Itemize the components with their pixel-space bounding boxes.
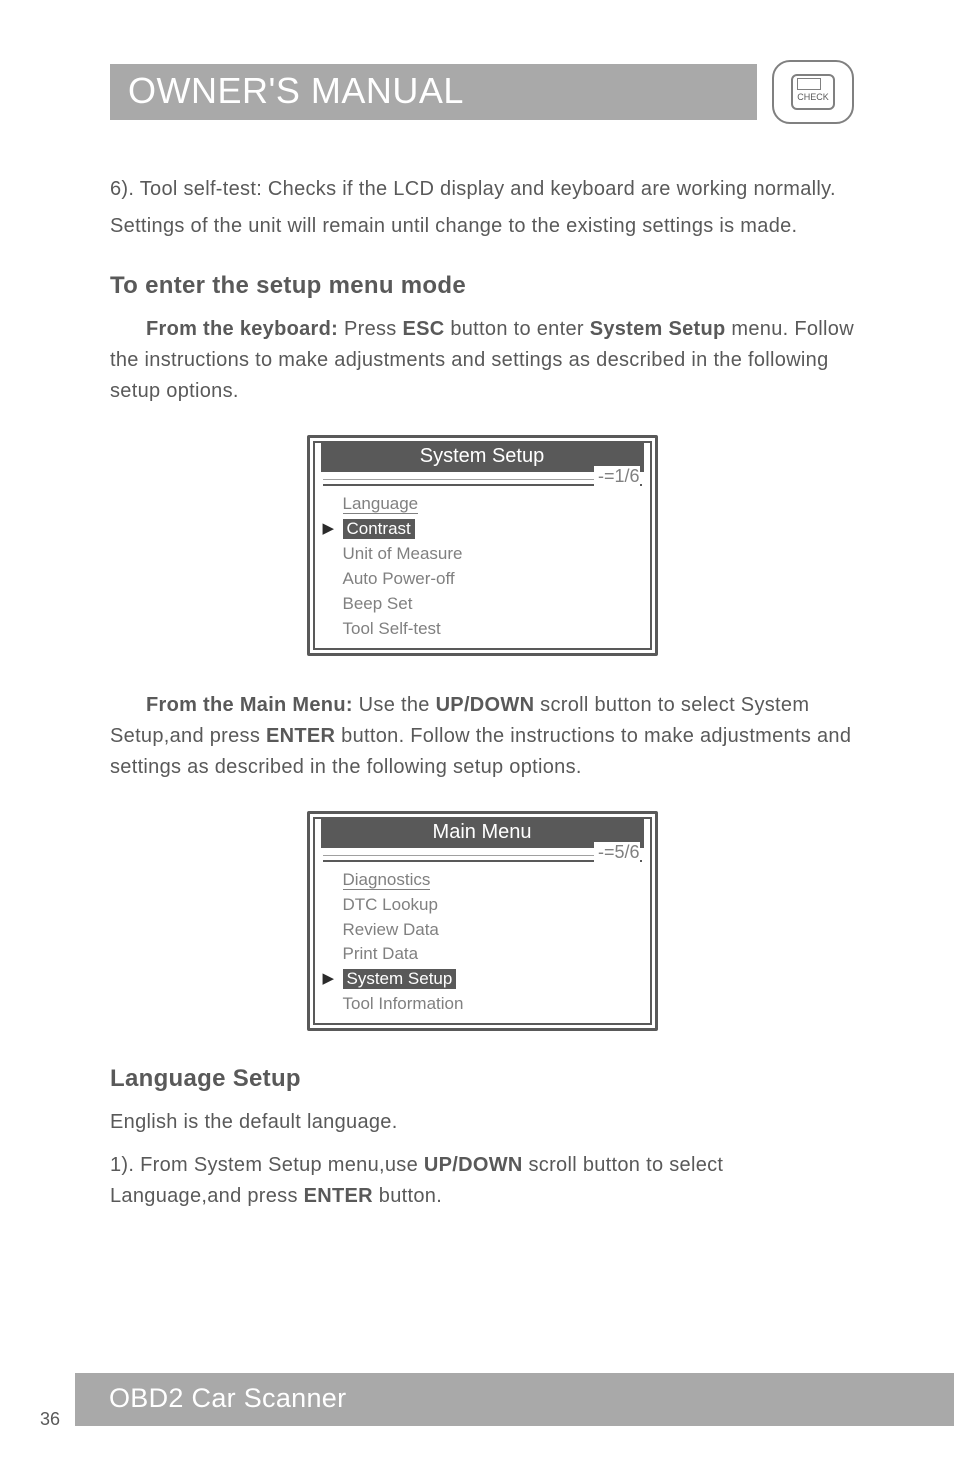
bold-text: UP/DOWN <box>436 694 535 716</box>
menu-item-selected: ▶System Setup <box>321 967 642 992</box>
text: Press <box>338 318 402 340</box>
selection-arrow-icon: ▶ <box>323 969 335 989</box>
badge-label: CHECK <box>797 92 829 102</box>
system-setup-screen: System Setup -=1/6 Language ▶Contrast Un… <box>307 435 658 656</box>
page-number: 36 <box>40 1409 60 1430</box>
menu-item: Diagnostics <box>321 868 642 893</box>
menu-item: Beep Set <box>321 592 642 617</box>
menu-item: Language <box>321 492 642 517</box>
menu-item: Tool Self-test <box>321 617 642 642</box>
selection-arrow-icon: ▶ <box>323 519 335 539</box>
bold-text: ESC <box>402 318 444 340</box>
menu-item: Review Data <box>321 918 642 943</box>
text: button. <box>373 1185 442 1207</box>
section-heading: To enter the setup menu mode <box>110 272 854 300</box>
menu-item: DTC Lookup <box>321 893 642 918</box>
main-menu-screen: Main Menu -=5/6 Diagnostics DTC Lookup R… <box>307 811 658 1032</box>
page-title: OWNER'S MANUAL <box>128 70 739 112</box>
screen-counter: -=1/6 <box>594 466 640 487</box>
bold-text: From the keyboard: <box>146 318 338 340</box>
paragraph: English is the default language. <box>110 1107 854 1138</box>
bold-text: From the Main Menu: <box>146 694 353 716</box>
text: Use the <box>353 694 436 716</box>
section-heading: Language Setup <box>110 1065 854 1093</box>
bold-text: UP/DOWN <box>424 1154 523 1176</box>
paragraph: From the Main Menu: Use the UP/DOWN scro… <box>110 690 854 783</box>
menu-item: Tool Information <box>321 992 642 1017</box>
text: 1). From System Setup menu,use <box>110 1154 424 1176</box>
check-engine-badge: CHECK <box>772 60 854 124</box>
text: button to enter <box>444 318 589 340</box>
paragraph: Settings of the unit will remain until c… <box>110 211 854 242</box>
menu-list: Language ▶Contrast Unit of Measure Auto … <box>315 492 650 642</box>
bold-text: ENTER <box>266 725 335 747</box>
menu-item: Auto Power-off <box>321 567 642 592</box>
bold-text: System Setup <box>590 318 726 340</box>
engine-icon <box>797 78 821 90</box>
menu-list: Diagnostics DTC Lookup Review Data Print… <box>315 868 650 1018</box>
screen-counter: -=5/6 <box>594 842 640 863</box>
paragraph: From the keyboard: Press ESC button to e… <box>110 314 854 407</box>
paragraph: 6). Tool self-test: Checks if the LCD di… <box>110 174 854 205</box>
title-bar: OWNER'S MANUAL <box>110 64 757 120</box>
footer-title: OBD2 Car Scanner <box>109 1383 346 1413</box>
bold-text: ENTER <box>304 1185 373 1207</box>
menu-item: Unit of Measure <box>321 542 642 567</box>
menu-item: Print Data <box>321 942 642 967</box>
menu-item-selected: ▶Contrast <box>321 517 642 542</box>
footer-bar: OBD2 Car Scanner <box>75 1373 954 1426</box>
paragraph: 1). From System Setup menu,use UP/DOWN s… <box>110 1150 854 1212</box>
